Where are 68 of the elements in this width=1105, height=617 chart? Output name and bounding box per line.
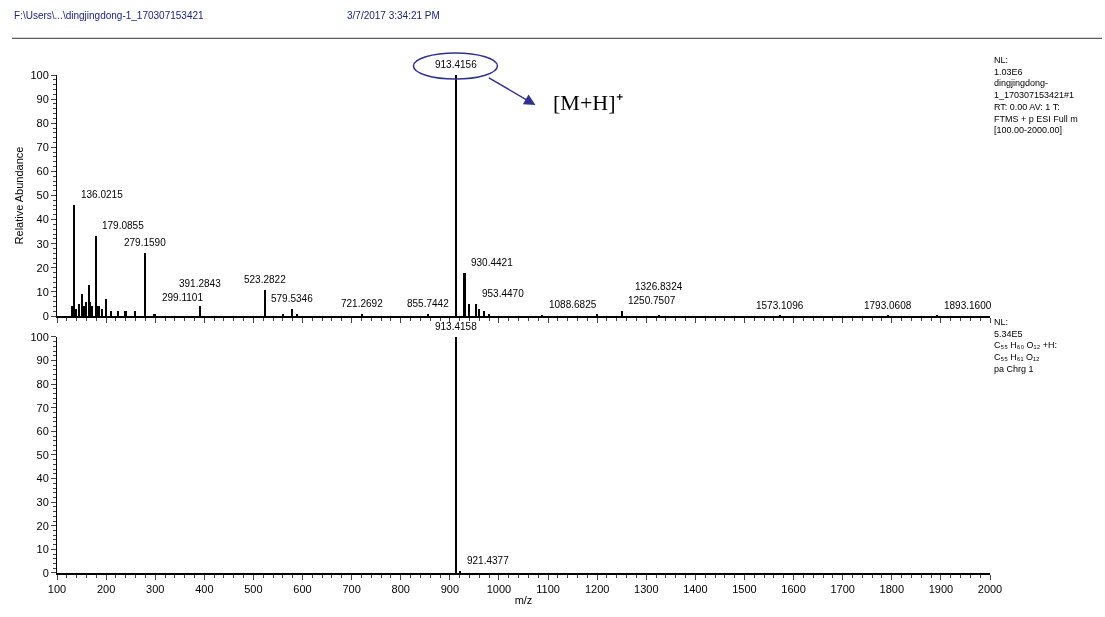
annotation: 721.2692 — [341, 298, 384, 309]
y-tick-label: 40 — [36, 472, 49, 485]
x-tick-label: 1800 — [879, 582, 905, 595]
annotation: [M+H]⁺ — [553, 90, 623, 115]
y-tick-label: 50 — [36, 448, 49, 461]
x-tick-label: 2000 — [977, 582, 1003, 595]
text: F:\Users\...\dingjingdong-1_170307153421 — [14, 10, 205, 21]
x-tick-label: 1300 — [634, 582, 659, 595]
x-tick-label: 700 — [342, 582, 361, 595]
x-tick-label: 1200 — [584, 582, 610, 595]
y-tick-label: 0 — [42, 309, 49, 322]
y-tick-label: 10 — [36, 543, 49, 556]
y-tick-label: 80 — [36, 378, 49, 391]
x-tick-label: 300 — [146, 582, 165, 595]
y-tick-label: 30 — [36, 496, 49, 509]
x-tick-label: 1100 — [536, 582, 560, 595]
text: NL: 5.34E5 C₅₅ H₆₀ O₁₂ +H: C₅₅ H₆₁ O₁₂ pa Chrg 1 — [994, 317, 1057, 374]
y-tick-label: 20 — [36, 519, 49, 532]
x-tick-label: 1700 — [830, 582, 855, 595]
annotation: 1893.1600 — [944, 300, 992, 311]
y-tick-label: 90 — [36, 92, 49, 105]
annotation: 913.4156 — [435, 59, 478, 70]
annotation: 930.4421 — [471, 257, 514, 268]
y-tick-label: 100 — [30, 330, 49, 343]
y-tick-label: 0 — [42, 566, 49, 579]
annotation: 1573.1096 — [756, 300, 804, 311]
annotation: 179.0855 — [102, 220, 145, 231]
annotation: 1250.7507 — [628, 295, 676, 306]
x-tick-label: 800 — [391, 582, 410, 595]
annotation: 855.7442 — [407, 298, 450, 309]
x-tick-label: 600 — [293, 582, 312, 595]
y-tick-label: 20 — [36, 261, 49, 274]
annotation: 136.0215 — [81, 189, 124, 200]
y-tick-label: 60 — [36, 425, 49, 438]
annotation: 953.4470 — [482, 288, 525, 299]
text: NL: 1.03E6 dingjingdong- 1_170307153421#1 RT: 0.00 AV: 1 T: FTMS + p ESI Full m [100.00-2000.00] — [994, 55, 1078, 136]
x-tick-label: 1600 — [781, 582, 806, 595]
annotation: 299.1101 — [162, 292, 204, 303]
y-tick-label: 80 — [36, 117, 49, 130]
y-tick-label: 30 — [36, 237, 49, 250]
y-tick-label: 70 — [36, 401, 49, 414]
annotation: 523.2822 — [244, 274, 287, 285]
annotation: 279.1590 — [124, 237, 167, 248]
y-tick-label: 100 — [30, 68, 49, 81]
x-tick-label: 1400 — [683, 582, 708, 595]
annotation: 1326.8324 — [635, 281, 683, 292]
annotation: 579.5346 — [271, 293, 314, 304]
x-tick-label: 1000 — [486, 582, 512, 595]
annotation: 921.4377 — [467, 555, 510, 566]
annotation: 913.4158 — [435, 321, 478, 332]
annotation: 1793.0608 — [864, 300, 912, 311]
y-tick-label: 90 — [36, 354, 49, 367]
x-tick-label: 500 — [244, 582, 263, 595]
text: 3/7/2017 3:34:21 PM — [347, 10, 440, 21]
x-tick-label: 1500 — [732, 582, 757, 595]
y-tick-label: 50 — [36, 189, 49, 202]
annotation: 1088.6825 — [549, 299, 597, 310]
y-tick-label: 10 — [36, 285, 49, 298]
x-tick-label: 1900 — [928, 582, 954, 595]
x-tick-label: 200 — [96, 582, 116, 595]
y-tick-label: 60 — [36, 165, 49, 178]
x-tick-label: 400 — [195, 582, 214, 595]
x-axis-title: m/z — [514, 593, 533, 606]
y-axis-title: Relative Abundance — [13, 146, 26, 245]
y-tick-label: 40 — [36, 213, 49, 226]
x-tick-label: 900 — [440, 582, 460, 595]
annotation: 391.2843 — [179, 278, 222, 289]
y-tick-label: 70 — [36, 141, 49, 154]
